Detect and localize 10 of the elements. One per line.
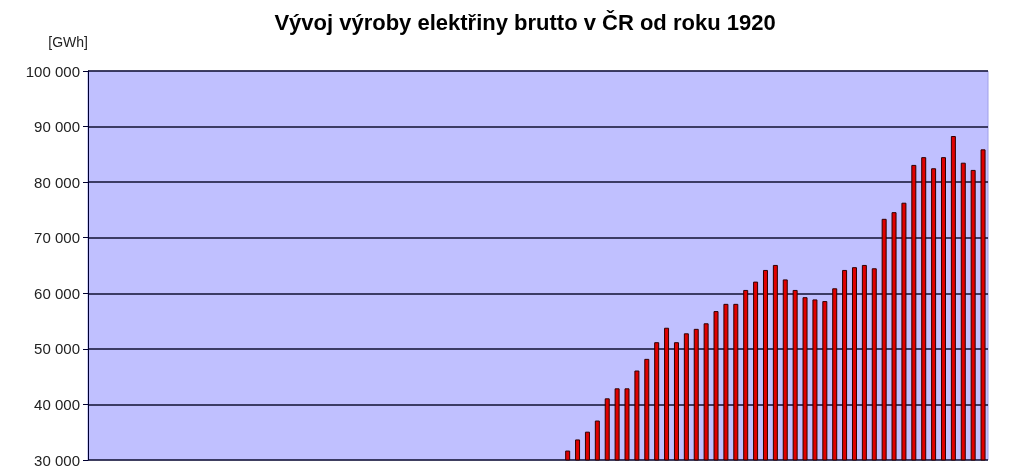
- y-tick-label: 70 000: [34, 229, 80, 247]
- y-tick-label: 60 000: [34, 284, 80, 302]
- chart-title: Vývoj výroby elektřiny brutto v ČR od roku 1920: [274, 9, 776, 35]
- y-tick-label: 90 000: [34, 118, 80, 136]
- y-tick-label: 50 000: [34, 340, 80, 358]
- y-tick-label: 80 000: [34, 173, 80, 191]
- y-axis-title: [GWh]: [48, 34, 88, 50]
- y-tick-label: 30 000: [34, 451, 80, 469]
- y-tick-label: 100 000: [25, 62, 80, 80]
- y-tick-label: 40 000: [34, 395, 80, 413]
